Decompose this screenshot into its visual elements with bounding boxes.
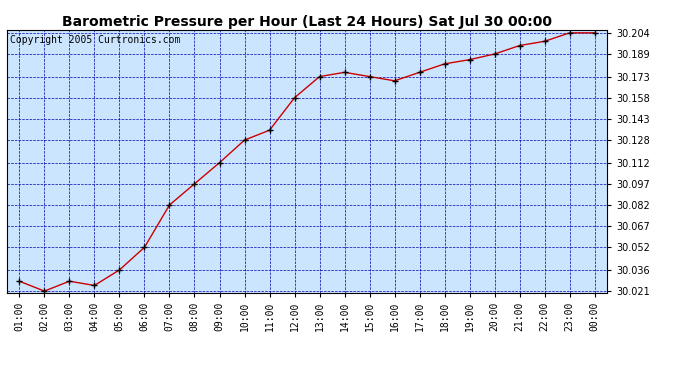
Text: Copyright 2005 Curtronics.com: Copyright 2005 Curtronics.com <box>10 35 180 45</box>
Title: Barometric Pressure per Hour (Last 24 Hours) Sat Jul 30 00:00: Barometric Pressure per Hour (Last 24 Ho… <box>62 15 552 29</box>
